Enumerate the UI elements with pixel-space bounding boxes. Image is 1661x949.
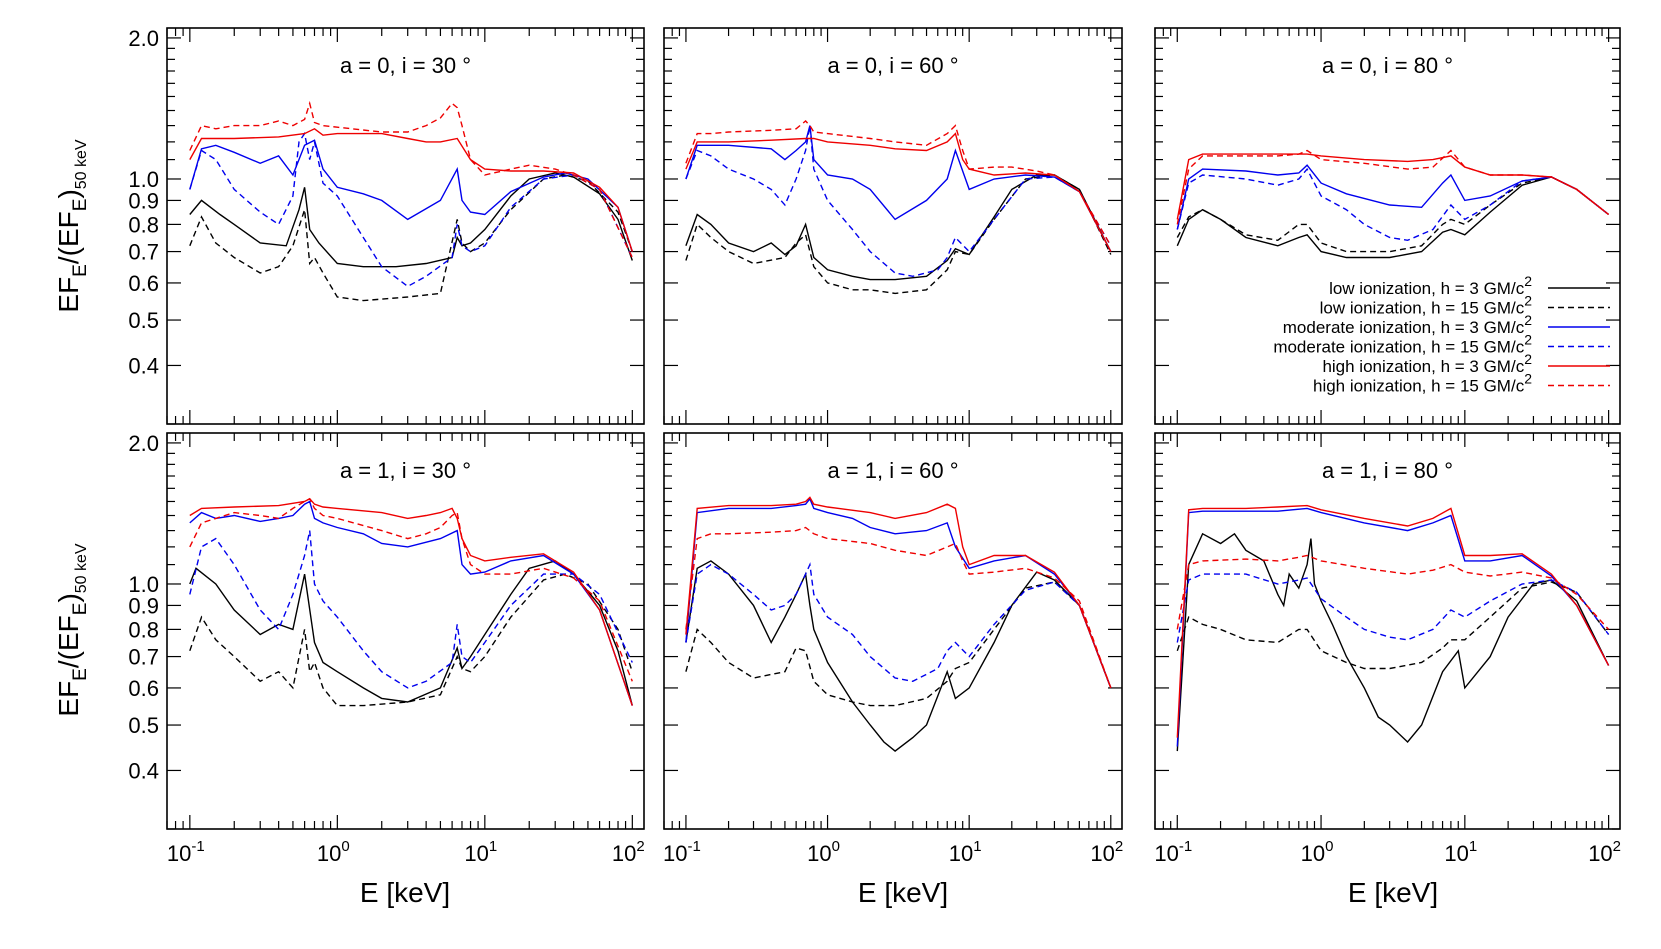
panel-frame	[166, 27, 645, 425]
y-tick-label: 0.5	[128, 713, 159, 738]
panel-frame	[663, 432, 1123, 830]
series-line-6	[189, 497, 633, 682]
y-tick-label: 0.6	[128, 271, 159, 296]
panel-frame	[1154, 27, 1621, 425]
series-line-1	[685, 560, 1112, 752]
y-tick-label: 0.6	[128, 676, 159, 701]
y-tick-label: 0.5	[128, 308, 159, 333]
series-line-2	[1176, 176, 1610, 253]
x-tick-label: 101	[464, 838, 497, 866]
series-line-1	[1176, 532, 1610, 752]
y-tick-label: 0.4	[128, 353, 159, 378]
y-axis-label: EFE/(EFE)50 keV	[53, 543, 91, 717]
y-tick-label: 0.7	[128, 645, 159, 670]
panel-title: a = 1, i = 80 °	[1322, 458, 1453, 483]
x-tick-label: 100	[1301, 838, 1334, 866]
panel-4: 10-1 100 101 102 2.0 1.00.90.8 0.7 0.6 0.5 0.4 a =…	[128, 431, 645, 866]
series-line-1	[189, 560, 633, 706]
series-line-6	[189, 100, 633, 258]
x-tick-label: 100	[317, 838, 350, 866]
series-line-1	[189, 172, 633, 268]
y-tick-label: 1.0	[128, 167, 159, 192]
series-line-5	[189, 497, 633, 706]
y-tick-label: 0.9	[128, 188, 159, 213]
x-tick-label: 101	[949, 838, 982, 866]
series-line-6	[1176, 149, 1610, 225]
y-tick-label: 0.8	[128, 617, 159, 642]
y-tick-label: 0.7	[128, 240, 159, 265]
series-line-2	[685, 174, 1112, 295]
series-line-3	[189, 139, 633, 252]
series-line-2	[189, 573, 633, 707]
y-tick-label: 0.8	[128, 212, 159, 237]
x-tick-label: 102	[612, 838, 645, 866]
series-line-2	[1176, 581, 1610, 670]
series-line-2	[685, 581, 1112, 707]
series-line-3	[189, 500, 633, 706]
panel-frame	[166, 432, 645, 830]
x-axis-label: E [keV]	[1348, 877, 1438, 908]
panel-6: 10-1 100 101 102 a = 1, i = 80 °	[1154, 432, 1621, 866]
y-tick-label: 2.0	[128, 26, 159, 51]
panel-title: a = 1, i = 60 °	[827, 458, 958, 483]
series-line-3	[1176, 164, 1610, 230]
series-line-4	[189, 530, 633, 689]
panel-2: a = 0, i = 60 °	[663, 27, 1123, 425]
x-tick-label: 100	[807, 838, 840, 866]
series-line-6	[1176, 554, 1610, 630]
y-tick-label: 2.0	[128, 431, 159, 456]
series-line-3	[685, 497, 1112, 689]
panel-5: 10-1 100 101 102 a = 1, i = 60 °	[663, 432, 1123, 866]
series-line-4	[1176, 167, 1610, 242]
x-axis-label: E [keV]	[858, 877, 948, 908]
y-axis-label: EFE/(EFE)50 keV	[53, 139, 91, 313]
series-line-4	[685, 562, 1112, 689]
x-axis-label: E [keV]	[360, 877, 450, 908]
series-line-5	[685, 132, 1112, 252]
x-tick-label: 102	[1588, 838, 1621, 866]
panel-title: a = 1, i = 30 °	[340, 458, 471, 483]
series-line-5	[685, 496, 1112, 689]
x-tick-label: 10-1	[167, 838, 205, 866]
panel-title: a = 0, i = 30 °	[340, 53, 471, 78]
series-line-3	[1176, 507, 1610, 747]
y-tick-label: 1.0	[128, 572, 159, 597]
panel-3: a = 0, i = 80 °	[1154, 27, 1621, 425]
x-tick-label: 102	[1090, 838, 1123, 866]
series-line-3	[685, 125, 1112, 252]
series-line-5	[1176, 153, 1610, 220]
panel-title: a = 0, i = 80 °	[1322, 53, 1453, 78]
series-line-1	[685, 174, 1112, 281]
series-line-4	[685, 125, 1112, 278]
panel-frame	[1154, 432, 1621, 830]
series-line-1	[1176, 176, 1610, 259]
series-line-6	[685, 526, 1112, 689]
series-line-4	[189, 131, 633, 288]
panel-title: a = 0, i = 60 °	[827, 53, 958, 78]
series-line-4	[1176, 573, 1610, 643]
x-tick-label: 10-1	[663, 838, 701, 866]
x-tick-label: 101	[1444, 838, 1477, 866]
series-line-5	[189, 127, 633, 252]
panel-frame	[663, 27, 1123, 425]
y-tick-label: 0.4	[128, 758, 159, 783]
series-line-5	[1176, 504, 1610, 738]
y-tick-label: 0.9	[128, 593, 159, 618]
panel-1: 2.0 1.00.90.8 0.7 0.6 0.5 0.4 a = 0, i = 30 °	[128, 26, 645, 425]
legend-entry-label: low ionization, h = 3 GM/c2	[1329, 273, 1532, 298]
series-line-2	[189, 174, 633, 302]
x-tick-label: 10-1	[1154, 838, 1192, 866]
series-line-6	[685, 120, 1112, 247]
